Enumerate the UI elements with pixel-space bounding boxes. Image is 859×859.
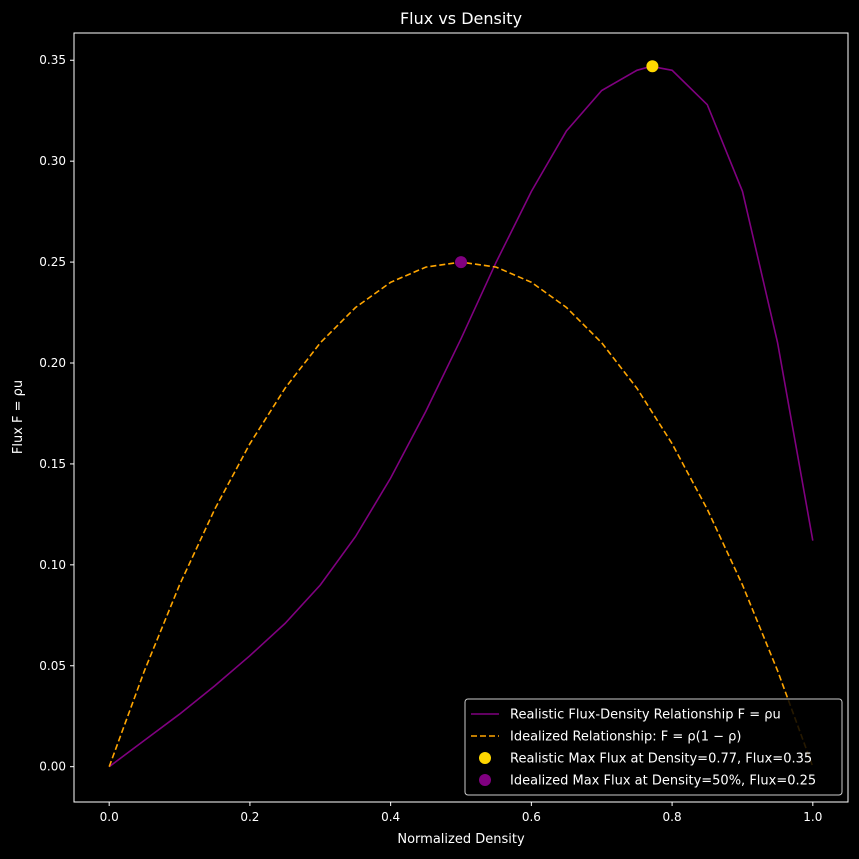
x-axis: 0.0 0.2 0.4 0.6 0.8 1.0 bbox=[100, 802, 822, 824]
x-tick-label: 0.0 bbox=[100, 810, 119, 824]
legend-label: Idealized Relationship: F = ρ(1 − ρ) bbox=[510, 730, 742, 745]
max-flux-marker-1 bbox=[646, 60, 659, 73]
y-tick-label: 0.20 bbox=[39, 356, 66, 370]
max-flux-marker-2 bbox=[455, 256, 467, 269]
y-tick-label: 0.30 bbox=[39, 154, 66, 168]
y-tick-label: 0.10 bbox=[39, 558, 66, 572]
y-tick-label: 0.35 bbox=[39, 53, 66, 67]
x-tick-label: 0.4 bbox=[381, 810, 400, 824]
legend: Realistic Flux-Density Relationship F = … bbox=[464, 698, 843, 796]
y-tick-label: 0.00 bbox=[39, 760, 66, 774]
legend-label: Realistic Flux-Density Relationship F = … bbox=[510, 708, 781, 723]
legend-label: Realistic Max Flux at Density=0.77, Flux… bbox=[510, 752, 812, 767]
legend-box bbox=[464, 698, 843, 796]
x-tick-label: 0.6 bbox=[522, 810, 541, 824]
y-tick-label: 0.25 bbox=[39, 255, 66, 269]
y-axis-title: Flux F = ρu bbox=[11, 380, 26, 454]
points-layer bbox=[455, 60, 659, 269]
legend-swatch-marker bbox=[479, 752, 491, 764]
legend-swatch-marker bbox=[479, 774, 491, 786]
x-axis-title: Normalized Density bbox=[397, 832, 525, 847]
plot-frame bbox=[73, 32, 849, 803]
chart-title: Flux vs Density bbox=[400, 9, 522, 28]
series-line-1 bbox=[108, 65, 814, 768]
x-tick-label: 1.0 bbox=[803, 810, 822, 824]
legend-label: Idealized Max Flux at Density=50%, Flux=… bbox=[510, 774, 816, 789]
x-tick-label: 0.8 bbox=[663, 810, 682, 824]
y-tick-label: 0.15 bbox=[39, 457, 66, 471]
y-axis: 0.00 0.05 0.10 0.15 0.20 0.25 0.30 0.35 bbox=[39, 53, 74, 774]
x-tick-label: 0.2 bbox=[240, 810, 259, 824]
y-tick-label: 0.05 bbox=[39, 659, 66, 673]
